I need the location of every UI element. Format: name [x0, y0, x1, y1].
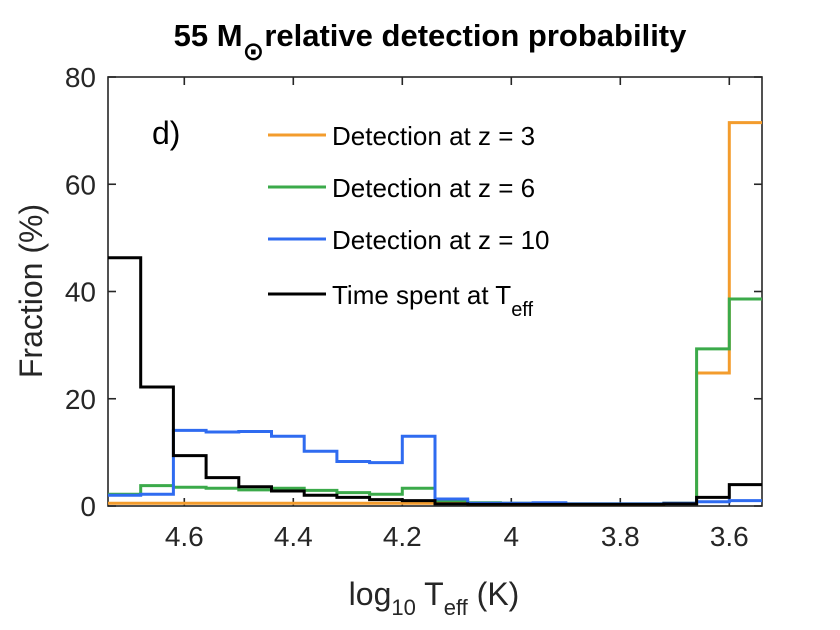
y-tick-label: 20 — [65, 384, 96, 415]
legend-label-time: Time spent at Teff — [332, 280, 534, 321]
y-tick-label: 60 — [65, 169, 96, 200]
chart-title: 55 M⊙relative detection probability — [174, 18, 688, 66]
x-axis-label: log10 Teff (K) — [349, 576, 520, 620]
legend-label-z6: Detection at z = 6 — [332, 173, 535, 203]
x-tick-label: 4 — [504, 521, 520, 552]
x-tick-label: 4.2 — [383, 521, 422, 552]
y-tick-label: 40 — [65, 277, 96, 308]
legend-label-z10: Detection at z = 10 — [332, 225, 550, 255]
series-layer — [108, 121, 762, 506]
x-tick-label: 4.6 — [165, 521, 204, 552]
x-tick-label: 3.6 — [710, 521, 749, 552]
legend-label-z3: Detection at z = 3 — [332, 121, 535, 151]
series-line-3 — [108, 256, 762, 506]
axis-ticks: 4.6 4.4 4.2 4 3.8 3.6 0 20 40 60 80 — [65, 62, 762, 552]
x-tick-label: 4.4 — [274, 521, 313, 552]
x-tick-label: 3.8 — [601, 521, 640, 552]
panel-label: d) — [152, 115, 180, 151]
y-axis-label: Fraction (%) — [13, 204, 49, 378]
y-tick-label: 0 — [80, 491, 96, 522]
y-tick-label: 80 — [65, 62, 96, 93]
legend: Detection at z = 3 Detection at z = 6 De… — [268, 121, 550, 321]
